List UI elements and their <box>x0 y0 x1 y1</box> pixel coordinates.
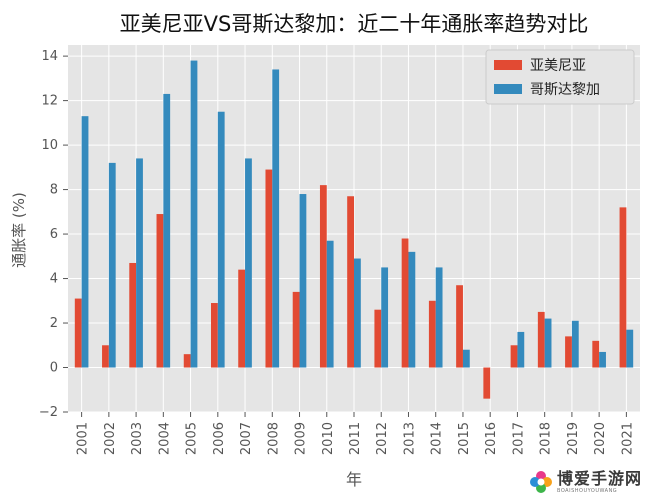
bar-armenia-2014 <box>429 301 436 368</box>
bar-costa-rica-2021 <box>626 330 633 368</box>
bar-armenia-2018 <box>538 312 545 368</box>
x-tick-label: 2009 <box>294 422 309 455</box>
bar-armenia-2009 <box>293 292 300 368</box>
bar-costa-rica-2020 <box>599 352 606 368</box>
bar-armenia-2020 <box>592 341 599 368</box>
x-tick-label: 2020 <box>593 422 608 455</box>
watermark: 博爱手游网 BOAISHOUYOUWANG <box>525 468 648 496</box>
bar-costa-rica-2007 <box>245 158 252 367</box>
x-tick-label: 2011 <box>348 422 363 455</box>
bar-costa-rica-2014 <box>436 267 443 367</box>
x-tick-label: 2005 <box>185 422 200 455</box>
bar-armenia-2019 <box>565 336 572 367</box>
legend-swatch-armenia <box>494 60 522 70</box>
y-tick-label: 14 <box>41 49 58 64</box>
x-tick-label: 2019 <box>566 422 581 455</box>
x-tick-label: 2002 <box>103 422 118 455</box>
x-tick-label: 2013 <box>402 422 417 455</box>
bar-costa-rica-2019 <box>572 321 579 368</box>
bar-costa-rica-2011 <box>354 259 361 368</box>
bar-costa-rica-2002 <box>109 163 116 368</box>
watermark-text: 博爱手游网 <box>557 471 642 487</box>
bar-armenia-2002 <box>102 345 109 367</box>
bar-armenia-2013 <box>402 239 409 368</box>
y-tick-label: 12 <box>41 94 58 109</box>
bar-armenia-2021 <box>620 207 627 367</box>
y-axis-label: 通胀率 (%) <box>10 192 28 268</box>
x-tick-label: 2006 <box>212 422 227 455</box>
legend-label-armenia: 亚美尼亚 <box>530 58 586 74</box>
y-tick-label: 6 <box>50 227 58 242</box>
bar-armenia-2001 <box>75 299 82 368</box>
bar-costa-rica-2006 <box>218 112 225 368</box>
legend-swatch-costa-rica <box>494 84 522 94</box>
y-tick-label: 8 <box>50 183 58 198</box>
x-axis-label: 年 <box>346 470 362 489</box>
chart-title: 亚美尼亚VS哥斯达黎加：近二十年通胀率趋势对比 <box>120 12 589 36</box>
x-tick-label: 2014 <box>430 422 445 455</box>
x-tick-label: 2003 <box>130 422 145 455</box>
x-tick-label: 2010 <box>321 422 336 455</box>
y-tick-label: 0 <box>50 361 58 376</box>
bar-armenia-2017 <box>511 345 518 367</box>
bar-costa-rica-2012 <box>381 267 388 367</box>
bar-armenia-2011 <box>347 196 354 367</box>
x-tick-label: 2016 <box>484 422 499 455</box>
x-tick-label: 2017 <box>511 422 526 455</box>
x-tick-label: 2008 <box>266 422 281 455</box>
x-tick-label: 2007 <box>239 422 254 455</box>
y-tick-label: 2 <box>50 316 58 331</box>
x-tick-label: 2018 <box>539 422 554 455</box>
x-tick-label: 2004 <box>157 422 172 455</box>
bar-armenia-2004 <box>157 214 164 367</box>
bar-costa-rica-2013 <box>408 252 415 368</box>
bar-costa-rica-2008 <box>272 69 279 367</box>
bar-armenia-2005 <box>184 354 191 367</box>
bar-armenia-2012 <box>374 310 381 368</box>
bar-costa-rica-2005 <box>191 61 198 368</box>
bar-costa-rica-2003 <box>136 158 143 367</box>
bar-armenia-2007 <box>238 270 245 368</box>
bar-costa-rica-2017 <box>517 332 524 368</box>
bar-armenia-2003 <box>129 263 136 368</box>
bar-costa-rica-2009 <box>300 194 307 367</box>
bar-armenia-2006 <box>211 303 218 368</box>
flower-logo-icon <box>529 470 553 494</box>
bar-armenia-2008 <box>265 170 272 368</box>
bar-armenia-2010 <box>320 185 327 367</box>
bar-armenia-2015 <box>456 285 463 367</box>
x-tick-label: 2012 <box>375 422 390 455</box>
legend-label-costa-rica: 哥斯达黎加 <box>530 82 600 98</box>
bar-armenia-2016 <box>483 368 490 399</box>
watermark-subtext: BOAISHOUYOUWANG <box>557 489 642 494</box>
x-tick-label: 2015 <box>457 422 472 455</box>
x-tick-label: 2021 <box>620 422 635 455</box>
x-tick-label: 2001 <box>76 422 91 455</box>
bar-costa-rica-2015 <box>463 350 470 368</box>
bar-costa-rica-2018 <box>545 319 552 368</box>
y-tick-label: 4 <box>50 272 58 287</box>
bar-costa-rica-2004 <box>163 94 170 368</box>
bar-costa-rica-2001 <box>82 116 89 367</box>
y-tick-label: 10 <box>41 138 58 153</box>
y-axis: −2 0 2 4 6 8 10 12 14 <box>39 49 68 420</box>
bar-costa-rica-2010 <box>327 241 334 368</box>
y-tick-label: −2 <box>39 405 58 420</box>
x-axis: 2001 2002 2003 2004 2005 2006 2007 2008 2009 2010… <box>76 412 636 455</box>
legend: 亚美尼亚 哥斯达黎加 <box>486 50 634 104</box>
